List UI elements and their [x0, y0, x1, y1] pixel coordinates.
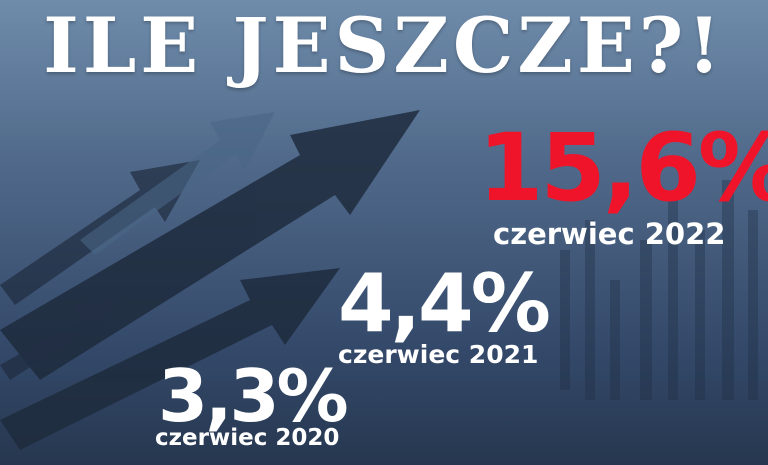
- label-2022: czerwiec 2022: [493, 217, 726, 251]
- value-2021: 4,4%: [338, 257, 551, 350]
- arrow-tiny: [0, 300, 115, 380]
- headline: ILE JESZCZE?!: [43, 1, 725, 90]
- label-2020: czerwiec 2020: [155, 425, 340, 451]
- label-2021: czerwiec 2021: [338, 340, 539, 369]
- value-2022: 15,6%: [478, 114, 768, 223]
- value-2020: 3,3%: [158, 354, 349, 438]
- arrow-faint: [80, 112, 275, 255]
- candlestick-chart-graphic: [560, 180, 758, 400]
- arrow-lower: [0, 268, 340, 450]
